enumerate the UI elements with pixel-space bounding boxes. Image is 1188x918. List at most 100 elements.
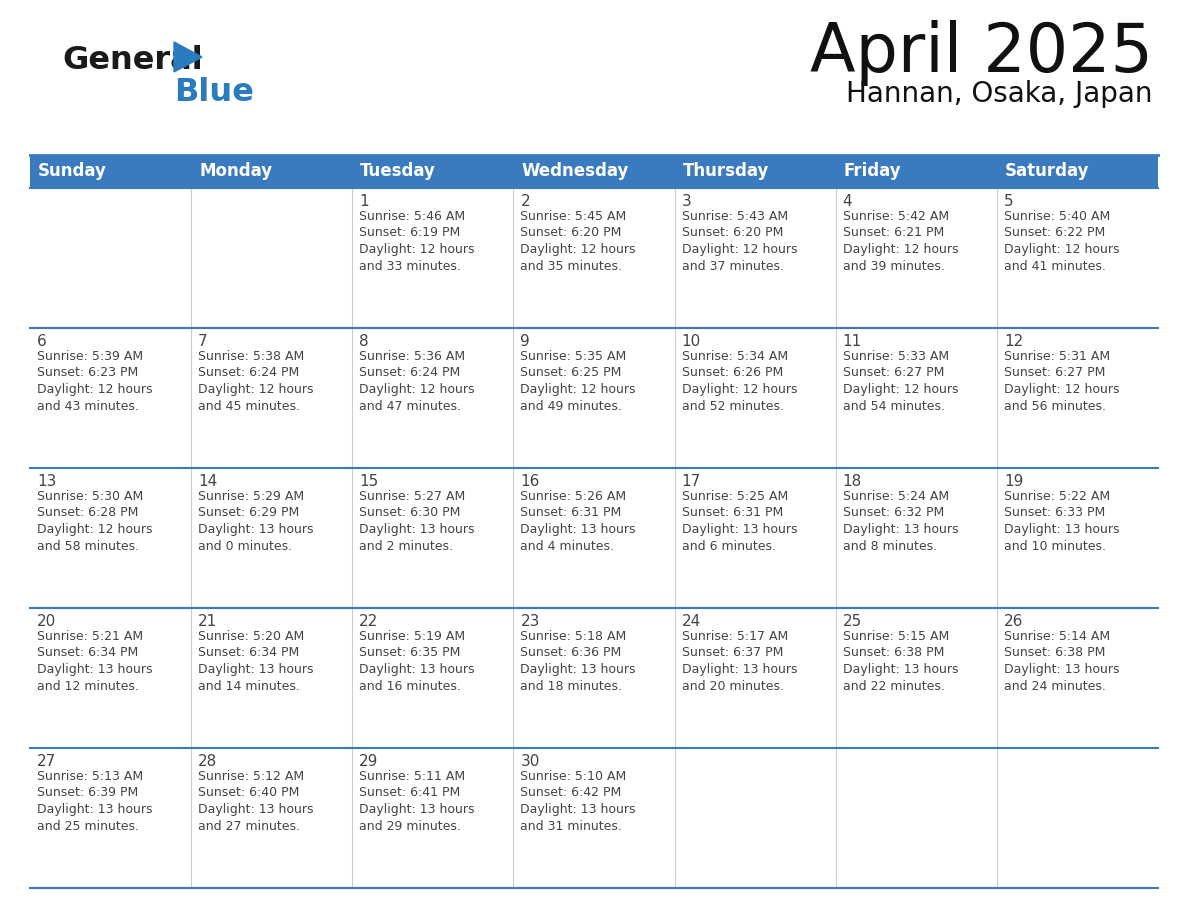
Text: 11: 11: [842, 334, 862, 349]
Bar: [835, 188, 997, 328]
Text: 4: 4: [842, 194, 852, 209]
Text: Sunrise: 5:39 AM
Sunset: 6:23 PM
Daylight: 12 hours
and 43 minutes.: Sunrise: 5:39 AM Sunset: 6:23 PM Dayligh…: [37, 350, 152, 412]
Text: 1: 1: [359, 194, 369, 209]
Text: 19: 19: [1004, 474, 1023, 489]
Text: Sunday: Sunday: [38, 162, 107, 181]
Text: Sunrise: 5:20 AM
Sunset: 6:34 PM
Daylight: 13 hours
and 14 minutes.: Sunrise: 5:20 AM Sunset: 6:34 PM Dayligh…: [198, 630, 314, 692]
Text: Sunrise: 5:22 AM
Sunset: 6:33 PM
Daylight: 13 hours
and 10 minutes.: Sunrise: 5:22 AM Sunset: 6:33 PM Dayligh…: [1004, 490, 1119, 553]
Text: 9: 9: [520, 334, 530, 349]
Text: 22: 22: [359, 614, 379, 629]
Text: Sunrise: 5:29 AM
Sunset: 6:29 PM
Daylight: 13 hours
and 0 minutes.: Sunrise: 5:29 AM Sunset: 6:29 PM Dayligh…: [198, 490, 314, 553]
Text: 2: 2: [520, 194, 530, 209]
Text: 7: 7: [198, 334, 208, 349]
Text: 13: 13: [37, 474, 56, 489]
Text: April 2025: April 2025: [810, 20, 1154, 86]
Text: Sunrise: 5:35 AM
Sunset: 6:25 PM
Daylight: 12 hours
and 49 minutes.: Sunrise: 5:35 AM Sunset: 6:25 PM Dayligh…: [520, 350, 636, 412]
Bar: [675, 468, 835, 608]
Text: 16: 16: [520, 474, 539, 489]
Text: Sunrise: 5:46 AM
Sunset: 6:19 PM
Daylight: 12 hours
and 33 minutes.: Sunrise: 5:46 AM Sunset: 6:19 PM Dayligh…: [359, 210, 475, 273]
Bar: [30, 748, 191, 888]
Polygon shape: [173, 42, 202, 72]
Text: Monday: Monday: [200, 162, 272, 181]
Text: 17: 17: [682, 474, 701, 489]
Text: 14: 14: [198, 474, 217, 489]
Bar: [353, 188, 513, 328]
Bar: [191, 468, 353, 608]
Text: 28: 28: [198, 754, 217, 769]
Text: Sunrise: 5:14 AM
Sunset: 6:38 PM
Daylight: 13 hours
and 24 minutes.: Sunrise: 5:14 AM Sunset: 6:38 PM Dayligh…: [1004, 630, 1119, 692]
Bar: [191, 608, 353, 748]
Text: Sunrise: 5:42 AM
Sunset: 6:21 PM
Daylight: 12 hours
and 39 minutes.: Sunrise: 5:42 AM Sunset: 6:21 PM Dayligh…: [842, 210, 959, 273]
Bar: [30, 608, 191, 748]
Text: Sunrise: 5:31 AM
Sunset: 6:27 PM
Daylight: 12 hours
and 56 minutes.: Sunrise: 5:31 AM Sunset: 6:27 PM Dayligh…: [1004, 350, 1119, 412]
Bar: [30, 468, 191, 608]
Text: Sunrise: 5:21 AM
Sunset: 6:34 PM
Daylight: 13 hours
and 12 minutes.: Sunrise: 5:21 AM Sunset: 6:34 PM Dayligh…: [37, 630, 152, 692]
Text: 21: 21: [198, 614, 217, 629]
Text: Sunrise: 5:45 AM
Sunset: 6:20 PM
Daylight: 12 hours
and 35 minutes.: Sunrise: 5:45 AM Sunset: 6:20 PM Dayligh…: [520, 210, 636, 273]
Bar: [997, 468, 1158, 608]
Bar: [675, 155, 835, 188]
Bar: [997, 608, 1158, 748]
Text: Sunrise: 5:15 AM
Sunset: 6:38 PM
Daylight: 13 hours
and 22 minutes.: Sunrise: 5:15 AM Sunset: 6:38 PM Dayligh…: [842, 630, 959, 692]
Bar: [353, 328, 513, 468]
Bar: [513, 188, 675, 328]
Text: Sunrise: 5:24 AM
Sunset: 6:32 PM
Daylight: 13 hours
and 8 minutes.: Sunrise: 5:24 AM Sunset: 6:32 PM Dayligh…: [842, 490, 959, 553]
Text: 26: 26: [1004, 614, 1023, 629]
Text: Hannan, Osaka, Japan: Hannan, Osaka, Japan: [847, 80, 1154, 108]
Text: General: General: [62, 45, 203, 76]
Text: Sunrise: 5:18 AM
Sunset: 6:36 PM
Daylight: 13 hours
and 18 minutes.: Sunrise: 5:18 AM Sunset: 6:36 PM Dayligh…: [520, 630, 636, 692]
Text: Wednesday: Wednesday: [522, 162, 628, 181]
Text: Sunrise: 5:43 AM
Sunset: 6:20 PM
Daylight: 12 hours
and 37 minutes.: Sunrise: 5:43 AM Sunset: 6:20 PM Dayligh…: [682, 210, 797, 273]
Bar: [30, 328, 191, 468]
Text: Sunrise: 5:26 AM
Sunset: 6:31 PM
Daylight: 13 hours
and 4 minutes.: Sunrise: 5:26 AM Sunset: 6:31 PM Dayligh…: [520, 490, 636, 553]
Text: Sunrise: 5:36 AM
Sunset: 6:24 PM
Daylight: 12 hours
and 47 minutes.: Sunrise: 5:36 AM Sunset: 6:24 PM Dayligh…: [359, 350, 475, 412]
Bar: [513, 468, 675, 608]
Text: 12: 12: [1004, 334, 1023, 349]
Text: 25: 25: [842, 614, 862, 629]
Bar: [675, 188, 835, 328]
Text: 23: 23: [520, 614, 539, 629]
Text: 10: 10: [682, 334, 701, 349]
Bar: [835, 468, 997, 608]
Text: Sunrise: 5:30 AM
Sunset: 6:28 PM
Daylight: 12 hours
and 58 minutes.: Sunrise: 5:30 AM Sunset: 6:28 PM Dayligh…: [37, 490, 152, 553]
Text: Sunrise: 5:12 AM
Sunset: 6:40 PM
Daylight: 13 hours
and 27 minutes.: Sunrise: 5:12 AM Sunset: 6:40 PM Dayligh…: [198, 770, 314, 833]
Text: Thursday: Thursday: [683, 162, 769, 181]
Bar: [191, 155, 353, 188]
Text: Sunrise: 5:40 AM
Sunset: 6:22 PM
Daylight: 12 hours
and 41 minutes.: Sunrise: 5:40 AM Sunset: 6:22 PM Dayligh…: [1004, 210, 1119, 273]
Text: 20: 20: [37, 614, 56, 629]
Text: Sunrise: 5:17 AM
Sunset: 6:37 PM
Daylight: 13 hours
and 20 minutes.: Sunrise: 5:17 AM Sunset: 6:37 PM Dayligh…: [682, 630, 797, 692]
Bar: [353, 468, 513, 608]
Bar: [835, 328, 997, 468]
Bar: [835, 608, 997, 748]
Bar: [513, 608, 675, 748]
Text: 15: 15: [359, 474, 379, 489]
Text: Sunrise: 5:13 AM
Sunset: 6:39 PM
Daylight: 13 hours
and 25 minutes.: Sunrise: 5:13 AM Sunset: 6:39 PM Dayligh…: [37, 770, 152, 833]
Bar: [513, 328, 675, 468]
Text: Sunrise: 5:33 AM
Sunset: 6:27 PM
Daylight: 12 hours
and 54 minutes.: Sunrise: 5:33 AM Sunset: 6:27 PM Dayligh…: [842, 350, 959, 412]
Bar: [997, 188, 1158, 328]
Bar: [191, 188, 353, 328]
Text: Sunrise: 5:27 AM
Sunset: 6:30 PM
Daylight: 13 hours
and 2 minutes.: Sunrise: 5:27 AM Sunset: 6:30 PM Dayligh…: [359, 490, 475, 553]
Text: 18: 18: [842, 474, 862, 489]
Bar: [353, 748, 513, 888]
Bar: [353, 155, 513, 188]
Bar: [675, 328, 835, 468]
Text: 6: 6: [37, 334, 46, 349]
Bar: [997, 748, 1158, 888]
Text: Sunrise: 5:11 AM
Sunset: 6:41 PM
Daylight: 13 hours
and 29 minutes.: Sunrise: 5:11 AM Sunset: 6:41 PM Dayligh…: [359, 770, 475, 833]
Bar: [30, 155, 191, 188]
Text: Saturday: Saturday: [1005, 162, 1089, 181]
Text: Sunrise: 5:10 AM
Sunset: 6:42 PM
Daylight: 13 hours
and 31 minutes.: Sunrise: 5:10 AM Sunset: 6:42 PM Dayligh…: [520, 770, 636, 833]
Bar: [513, 748, 675, 888]
Text: Sunrise: 5:25 AM
Sunset: 6:31 PM
Daylight: 13 hours
and 6 minutes.: Sunrise: 5:25 AM Sunset: 6:31 PM Dayligh…: [682, 490, 797, 553]
Text: Blue: Blue: [173, 77, 254, 108]
Bar: [30, 188, 191, 328]
Bar: [353, 608, 513, 748]
Bar: [191, 328, 353, 468]
Text: 27: 27: [37, 754, 56, 769]
Text: Sunrise: 5:19 AM
Sunset: 6:35 PM
Daylight: 13 hours
and 16 minutes.: Sunrise: 5:19 AM Sunset: 6:35 PM Dayligh…: [359, 630, 475, 692]
Text: Sunrise: 5:38 AM
Sunset: 6:24 PM
Daylight: 12 hours
and 45 minutes.: Sunrise: 5:38 AM Sunset: 6:24 PM Dayligh…: [198, 350, 314, 412]
Text: Tuesday: Tuesday: [360, 162, 436, 181]
Bar: [675, 608, 835, 748]
Text: 29: 29: [359, 754, 379, 769]
